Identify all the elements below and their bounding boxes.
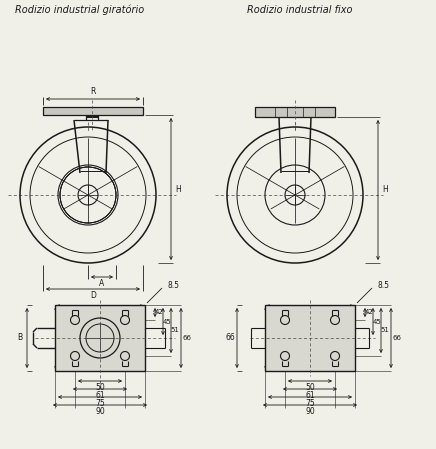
Bar bbox=[55, 305, 145, 371]
Text: H: H bbox=[382, 185, 388, 194]
Text: 50: 50 bbox=[305, 383, 315, 392]
Text: 45: 45 bbox=[373, 318, 382, 325]
Text: D: D bbox=[90, 291, 96, 300]
Bar bbox=[265, 305, 355, 371]
Text: Rodizio industrial giratório: Rodizio industrial giratório bbox=[15, 5, 145, 15]
Text: 90: 90 bbox=[305, 406, 315, 415]
Text: 66: 66 bbox=[392, 335, 402, 341]
Text: 75: 75 bbox=[305, 399, 315, 408]
Text: Rodizio industrial fixo: Rodizio industrial fixo bbox=[247, 5, 353, 15]
Text: 75: 75 bbox=[95, 399, 105, 408]
Text: 51: 51 bbox=[170, 327, 180, 334]
Bar bbox=[255, 107, 335, 117]
Bar bbox=[43, 107, 143, 115]
Text: 90: 90 bbox=[95, 406, 105, 415]
Text: 61: 61 bbox=[305, 391, 315, 400]
Text: 66: 66 bbox=[183, 335, 191, 341]
Text: 51: 51 bbox=[381, 327, 389, 334]
Text: A: A bbox=[99, 279, 105, 289]
Text: 8.5: 8.5 bbox=[167, 281, 179, 290]
Text: 45: 45 bbox=[163, 318, 171, 325]
Text: 8.5: 8.5 bbox=[377, 281, 389, 290]
Text: B: B bbox=[17, 334, 23, 343]
Text: 61: 61 bbox=[95, 391, 105, 400]
Text: H: H bbox=[175, 185, 181, 194]
Text: 66: 66 bbox=[225, 334, 235, 343]
Text: 42: 42 bbox=[155, 309, 164, 316]
Text: 50: 50 bbox=[95, 383, 105, 392]
Text: R: R bbox=[90, 88, 95, 97]
Text: 42: 42 bbox=[364, 309, 373, 316]
